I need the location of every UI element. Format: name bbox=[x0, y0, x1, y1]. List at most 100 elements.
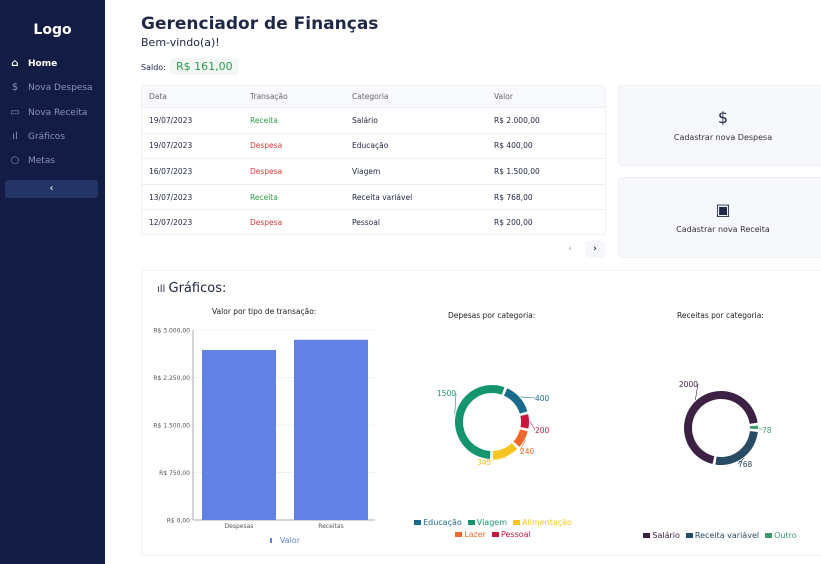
collapse-sidebar-button[interactable]: ‹ bbox=[5, 180, 98, 198]
welcome-text: Bem-vindo(a)! bbox=[141, 36, 220, 49]
legend-swatch bbox=[512, 520, 520, 525]
legend-item[interactable]: Lazer bbox=[455, 530, 486, 539]
logo: Logo bbox=[33, 22, 72, 38]
table-row[interactable]: 19/07/2023 Despesa Educação R$ 400,00 bbox=[142, 134, 605, 160]
receitas-chart-title: Receitas por categoria: bbox=[677, 311, 764, 320]
add-receita-card[interactable]: ▣ Cadastrar nova Receita bbox=[618, 177, 821, 258]
table-cell: Salário bbox=[352, 115, 378, 125]
legend-item[interactable]: Outro bbox=[765, 531, 797, 540]
legend-swatch bbox=[467, 520, 475, 525]
legend-swatch bbox=[414, 520, 422, 525]
header-transacao: Transação bbox=[250, 92, 288, 101]
add-despesa-label: Cadastrar nova Despesa bbox=[673, 133, 773, 142]
table-row[interactable]: 13/07/2023 Receita Receita variável R$ 768,… bbox=[142, 185, 605, 211]
donut-slice-educação bbox=[503, 388, 528, 414]
legend-swatch bbox=[765, 533, 773, 538]
table-cell: R$ 768,00 bbox=[494, 192, 533, 202]
bar-chart-icon: ıl bbox=[12, 131, 18, 142]
sidebar: Logo ⌂ Home $ Nova Despesa ▭ Nova Receita ı… bbox=[0, 0, 105, 564]
wallet-icon: ▭ bbox=[10, 107, 20, 118]
legend-label: Pessoal bbox=[500, 530, 531, 539]
header-data: Data bbox=[149, 92, 167, 101]
target-icon: ○ bbox=[10, 155, 20, 166]
legend-label: Salário bbox=[652, 531, 680, 540]
table-cell: 12/07/2023 bbox=[149, 218, 193, 228]
table-cell: Receita variável bbox=[352, 192, 413, 202]
legend-item[interactable]: Educação bbox=[414, 518, 462, 527]
bar-chart-icon: ıll bbox=[157, 284, 169, 295]
y-tick-label: R$ 750,00 bbox=[159, 470, 190, 477]
header-categoria: Categoria bbox=[352, 92, 389, 101]
graphs-title: ıll Gráficos: bbox=[157, 281, 227, 296]
graphs-panel: ıll Gráficos: Valor por tipo de transaçã… bbox=[141, 270, 821, 556]
table-cell: Pessoal bbox=[352, 218, 380, 228]
table-row[interactable]: 16/07/2023 Despesa Viagem R$ 1.500,00 bbox=[142, 159, 605, 185]
prev-page-button[interactable]: ‹ bbox=[568, 244, 572, 254]
data-label: 200 bbox=[535, 426, 550, 435]
y-tick-label: R$ 0,00 bbox=[167, 518, 190, 525]
legend-item[interactable]: Alimentação bbox=[512, 518, 572, 527]
x-tick-label: Receitas bbox=[318, 523, 343, 530]
header-valor: Valor bbox=[494, 92, 513, 101]
leader-line bbox=[695, 383, 699, 401]
dollar-icon: $ bbox=[717, 108, 729, 127]
wallet-icon: ▣ bbox=[715, 200, 731, 219]
legend-item[interactable]: Pessoal bbox=[491, 530, 531, 539]
legend-swatch bbox=[491, 532, 499, 537]
table-cell: 13/07/2023 bbox=[149, 192, 193, 202]
table-header: Data Transação Categoria Valor bbox=[142, 86, 605, 108]
table-cell: Despesa bbox=[250, 141, 283, 151]
data-label: 78 bbox=[762, 426, 772, 435]
y-tick-label: R$ 3.000,00 bbox=[153, 328, 190, 335]
leader-line bbox=[519, 440, 526, 452]
table-cell: Despesa bbox=[250, 166, 283, 176]
legend-item[interactable]: Receita variável bbox=[685, 531, 760, 540]
bar-despesas bbox=[202, 349, 276, 520]
leader-line bbox=[758, 427, 763, 431]
y-tick-label: R$ 1.500,00 bbox=[153, 423, 190, 430]
table-cell: R$ 2.000,00 bbox=[494, 115, 540, 125]
sidebar-item-nova-receita[interactable]: ▭ Nova Receita bbox=[10, 107, 88, 118]
table-cell: R$ 400,00 bbox=[494, 141, 533, 151]
next-page-button[interactable]: › bbox=[585, 241, 605, 258]
bar-legend[interactable]: Valor bbox=[270, 536, 300, 545]
donut-slice-lazer bbox=[513, 429, 528, 447]
legend-swatch bbox=[685, 533, 693, 538]
legend-label: Outro bbox=[774, 531, 797, 540]
despesas-legend: Educação Viagem Alimentação Lazer Pessoal bbox=[398, 518, 588, 539]
table-cell: Viagem bbox=[352, 166, 381, 176]
leader-line bbox=[483, 456, 507, 463]
data-label: 1500 bbox=[437, 389, 456, 398]
sidebar-item-nova-despesa[interactable]: $ Nova Despesa bbox=[9, 82, 93, 93]
table-row[interactable]: 12/07/2023 Despesa Pessoal R$ 200,00 bbox=[142, 210, 605, 234]
legend-label: Viagem bbox=[476, 518, 507, 527]
data-label: 768 bbox=[738, 460, 753, 469]
transactions-table: Data Transação Categoria Valor 19/07/202… bbox=[141, 85, 606, 235]
saldo-value: R$ 161,00 bbox=[170, 58, 239, 75]
x-tick-label: Despesas bbox=[225, 523, 254, 530]
legend-item[interactable]: Viagem bbox=[467, 518, 507, 527]
leader-line bbox=[520, 396, 536, 399]
sidebar-item-home[interactable]: ⌂ Home bbox=[9, 58, 57, 69]
table-row[interactable]: 19/07/2023 Receita Salário R$ 2.000,00 bbox=[142, 108, 605, 134]
dollar-icon: $ bbox=[11, 82, 19, 93]
sidebar-item-graficos[interactable]: ıl Gráficos bbox=[9, 131, 65, 142]
despesas-chart-title: Depesas por categoria: bbox=[448, 311, 536, 320]
donut-slice-alimentação bbox=[492, 443, 518, 459]
donut-slice-pessoal bbox=[520, 414, 529, 429]
table-cell: Despesa bbox=[250, 218, 283, 228]
bar-receitas bbox=[294, 339, 368, 520]
home-icon: ⌂ bbox=[11, 58, 19, 69]
legend-label: Alimentação bbox=[521, 518, 572, 527]
donut-slice-viagem bbox=[455, 385, 505, 459]
y-tick-label: R$ 2.250,00 bbox=[153, 375, 190, 382]
legend-swatch bbox=[643, 533, 651, 538]
sidebar-item-metas[interactable]: ○ Metas bbox=[10, 155, 56, 166]
table-cell: Educação bbox=[352, 141, 389, 151]
bar-chart-title: Valor por tipo de transação: bbox=[212, 307, 317, 316]
legend-item[interactable]: Salário bbox=[643, 531, 680, 540]
add-despesa-card[interactable]: $ Cadastrar nova Despesa bbox=[618, 85, 821, 166]
legend-label: Receita variável bbox=[694, 531, 760, 540]
leader-line bbox=[529, 421, 536, 431]
